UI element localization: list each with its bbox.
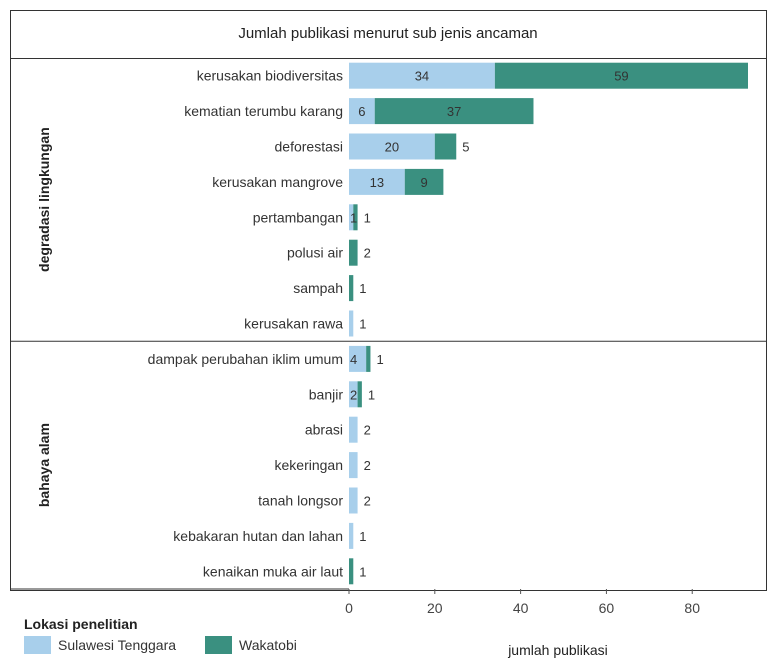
bar-wakatobi	[374, 98, 534, 125]
bar-sulawesi-tenggara	[349, 522, 354, 549]
category-label: kekeringan	[275, 457, 344, 473]
bar-wakatobi	[404, 168, 444, 195]
bar-sulawesi-tenggara	[349, 98, 375, 125]
legend-swatch-wakatobi	[205, 636, 232, 654]
bar-wakatobi	[349, 239, 358, 266]
category-label: dampak perubahan iklim umum	[148, 351, 343, 367]
group-label-degradasi-lingkungan: degradasi lingkungan	[36, 127, 52, 272]
data-label: 2	[364, 423, 371, 438]
bar-sulawesi-tenggara	[349, 204, 354, 231]
category-label: kenaikan muka air laut	[203, 563, 343, 579]
data-label: 20	[385, 140, 399, 155]
data-label: 6	[358, 104, 365, 119]
category-label: abrasi	[305, 422, 343, 438]
bar-sulawesi-tenggara	[349, 62, 495, 89]
data-label: 1	[359, 281, 366, 296]
chart-frame	[10, 10, 767, 591]
data-label: 1	[359, 529, 366, 544]
legend-title: Lokasi penelitian	[24, 616, 138, 632]
bar-sulawesi-tenggara	[349, 310, 354, 337]
bar-sulawesi-tenggara	[349, 452, 358, 479]
legend-swatch-sulawesi-tenggara	[24, 636, 51, 654]
data-label: 9	[420, 175, 427, 190]
x-tick-label: 40	[513, 600, 529, 616]
groups-layer: degradasi lingkungan bahaya alam	[10, 127, 767, 590]
data-label: 5	[462, 140, 469, 155]
x-tick-label: 20	[427, 600, 443, 616]
data-label: 13	[370, 175, 384, 190]
bar-wakatobi	[349, 558, 354, 585]
x-axis: 0 20 40 60 80	[345, 589, 700, 616]
bar-wakatobi	[349, 275, 354, 302]
x-axis-label: jumlah publikasi	[507, 642, 608, 658]
bar-sulawesi-tenggara	[349, 487, 358, 514]
category-label: banjir	[309, 386, 344, 402]
data-label: 34	[415, 69, 429, 84]
bar-sulawesi-tenggara	[349, 168, 405, 195]
data-label: 1	[376, 352, 383, 367]
data-label: 59	[614, 69, 628, 84]
bar-sulawesi-tenggara	[349, 381, 358, 408]
legend: Lokasi penelitian Sulawesi Tenggara Waka…	[24, 616, 297, 654]
bar-sulawesi-tenggara	[349, 133, 435, 160]
group-label-bahaya-alam: bahaya alam	[36, 423, 52, 507]
data-label: 1	[350, 210, 357, 225]
data-label: 4	[350, 352, 357, 367]
bar-wakatobi	[366, 345, 371, 372]
data-label: 2	[364, 494, 371, 509]
bar-sulawesi-tenggara	[349, 416, 358, 443]
category-label: kerusakan mangrove	[212, 174, 343, 190]
data-label: 1	[368, 387, 375, 402]
category-label: kematian terumbu karang	[184, 103, 343, 119]
data-label: 1	[359, 317, 366, 332]
category-label: pertambangan	[253, 209, 343, 225]
category-label: polusi air	[287, 245, 343, 261]
data-label: 1	[364, 210, 371, 225]
category-label: deforestasi	[275, 139, 343, 155]
category-label: tanah longsor	[258, 493, 343, 509]
chart-title: Jumlah publikasi menurut sub jenis ancam…	[238, 25, 537, 42]
bar-wakatobi	[357, 381, 362, 408]
x-tick-label: 80	[684, 600, 700, 616]
bar-sulawesi-tenggara	[349, 345, 367, 372]
data-label: 2	[350, 387, 357, 402]
legend-label-sulawesi-tenggara: Sulawesi Tenggara	[58, 637, 176, 653]
data-label: 2	[364, 246, 371, 261]
bar-wakatobi	[434, 133, 457, 160]
x-tick-label: 0	[345, 600, 353, 616]
x-tick-label: 60	[599, 600, 615, 616]
data-label: 1	[359, 564, 366, 579]
bar-wakatobi	[353, 204, 358, 231]
category-label: kerusakan biodiversitas	[197, 68, 343, 84]
category-label: sampah	[293, 280, 343, 296]
legend-label-wakatobi: Wakatobi	[239, 637, 297, 653]
data-label: 37	[447, 104, 461, 119]
bar-wakatobi	[494, 62, 748, 89]
category-label: kerusakan rawa	[244, 316, 343, 332]
category-label: kebakaran hutan dan lahan	[173, 528, 343, 544]
data-label: 2	[364, 458, 371, 473]
